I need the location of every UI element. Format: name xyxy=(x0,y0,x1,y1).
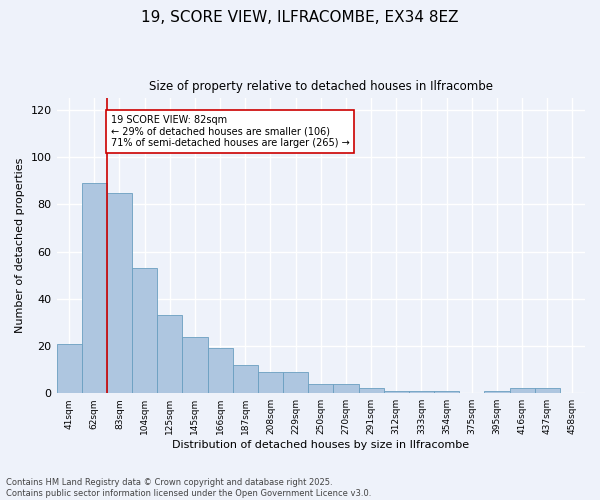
Text: Contains HM Land Registry data © Crown copyright and database right 2025.
Contai: Contains HM Land Registry data © Crown c… xyxy=(6,478,371,498)
Text: 19, SCORE VIEW, ILFRACOMBE, EX34 8EZ: 19, SCORE VIEW, ILFRACOMBE, EX34 8EZ xyxy=(141,10,459,25)
Bar xyxy=(535,388,560,393)
Text: 19 SCORE VIEW: 82sqm
← 29% of detached houses are smaller (106)
71% of semi-deta: 19 SCORE VIEW: 82sqm ← 29% of detached h… xyxy=(110,115,349,148)
Bar xyxy=(157,316,182,393)
Bar xyxy=(182,336,208,393)
Bar xyxy=(208,348,233,393)
Bar xyxy=(233,365,258,393)
Bar xyxy=(409,391,434,393)
Bar xyxy=(334,384,359,393)
Bar xyxy=(383,391,409,393)
Bar xyxy=(359,388,383,393)
Bar xyxy=(308,384,334,393)
Bar xyxy=(56,344,82,393)
Bar xyxy=(509,388,535,393)
Bar xyxy=(258,372,283,393)
Bar xyxy=(434,391,459,393)
Y-axis label: Number of detached properties: Number of detached properties xyxy=(15,158,25,334)
Title: Size of property relative to detached houses in Ilfracombe: Size of property relative to detached ho… xyxy=(149,80,493,93)
Bar xyxy=(132,268,157,393)
Bar xyxy=(107,192,132,393)
Bar xyxy=(82,184,107,393)
Bar xyxy=(283,372,308,393)
Bar xyxy=(484,391,509,393)
X-axis label: Distribution of detached houses by size in Ilfracombe: Distribution of detached houses by size … xyxy=(172,440,469,450)
